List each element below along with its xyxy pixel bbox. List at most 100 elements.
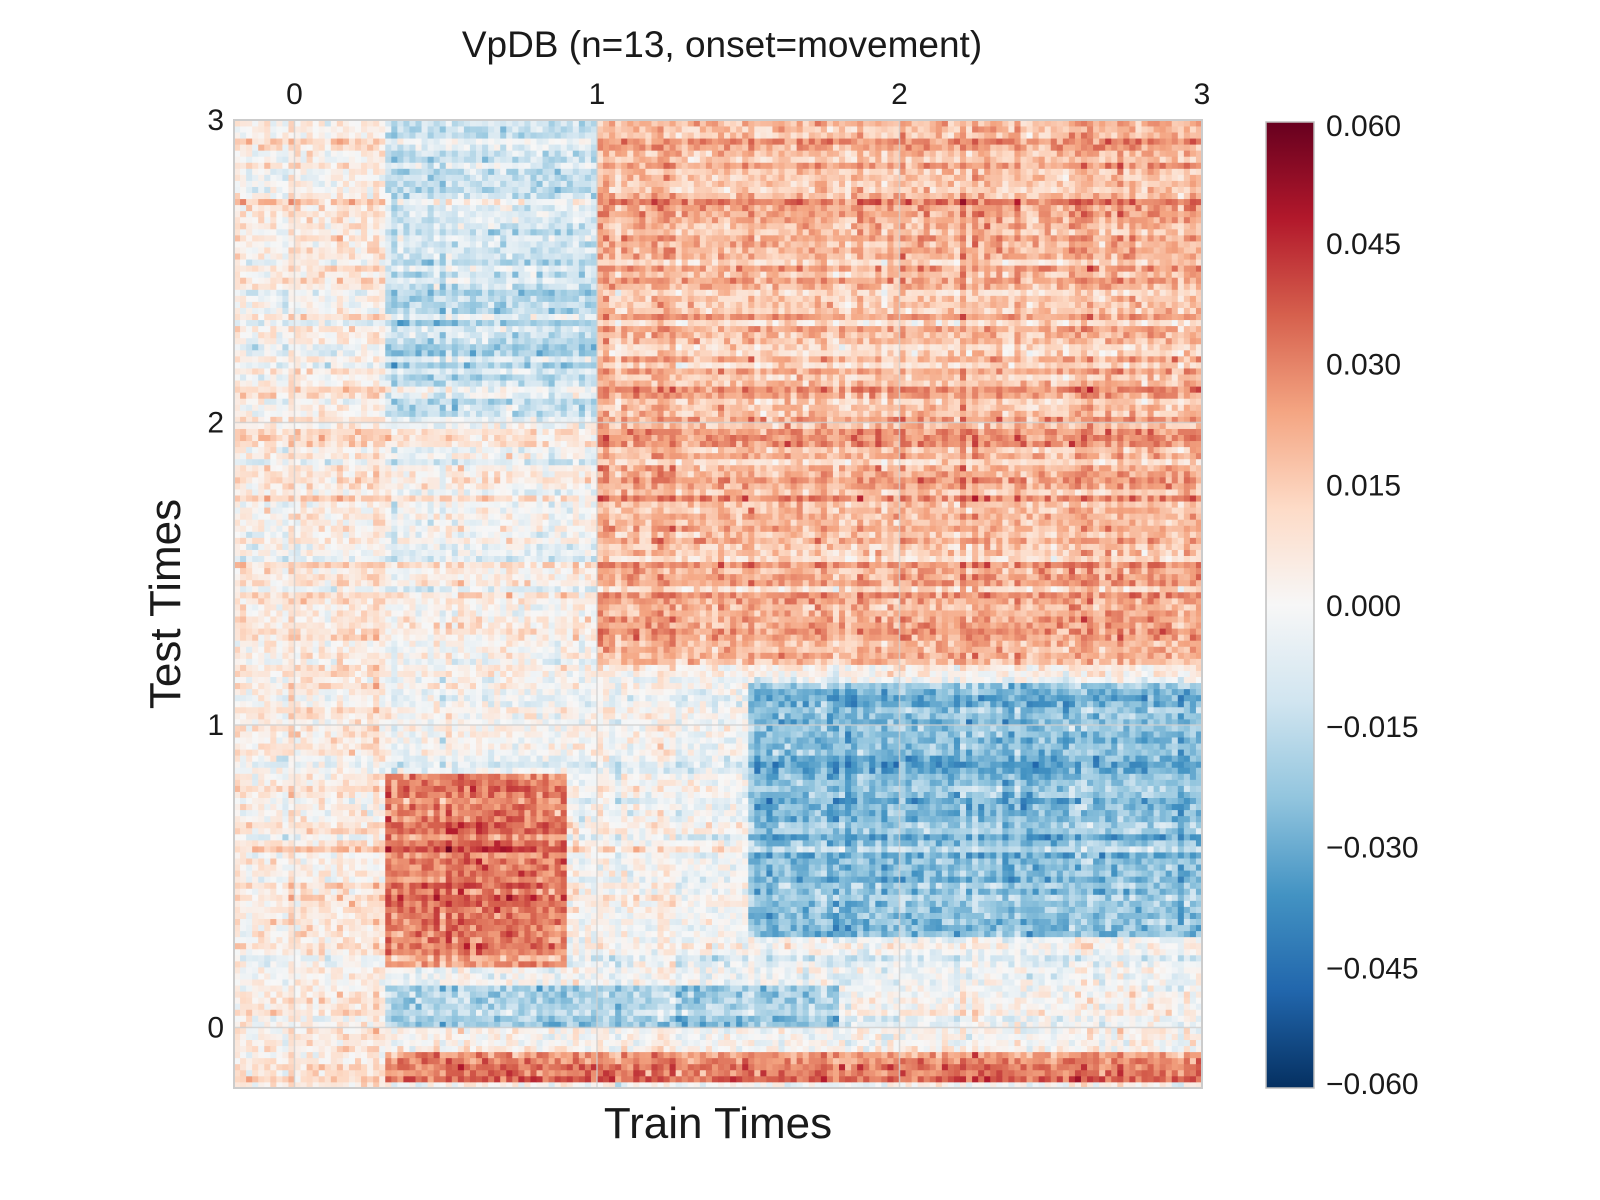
- heatmap-cell: [440, 937, 446, 943]
- heatmap-cell: [688, 1009, 694, 1015]
- heatmap-cell: [845, 1034, 851, 1040]
- heatmap-cell: [748, 925, 754, 931]
- heatmap-cell: [863, 1028, 869, 1034]
- heatmap-cell: [742, 949, 748, 955]
- heatmap-cell: [470, 943, 476, 949]
- heatmap-cell: [1178, 907, 1184, 913]
- heatmap-cell: [900, 1034, 906, 1040]
- heatmap-cell: [252, 894, 258, 900]
- heatmap-cell: [476, 1028, 482, 1034]
- heatmap-cell: [385, 967, 391, 973]
- heatmap-cell: [1123, 913, 1129, 919]
- heatmap-cell: [718, 1076, 724, 1082]
- heatmap-cell: [240, 1028, 246, 1034]
- heatmap-cell: [307, 967, 313, 973]
- heatmap-cell: [561, 925, 567, 931]
- heatmap-cell: [1135, 1064, 1141, 1070]
- heatmap-cell: [815, 955, 821, 961]
- heatmap-cell: [718, 1003, 724, 1009]
- heatmap-cell: [270, 931, 276, 937]
- heatmap-cell: [627, 1064, 633, 1070]
- heatmap-cell: [301, 1046, 307, 1052]
- heatmap-cell: [682, 1028, 688, 1034]
- heatmap-cell: [851, 907, 857, 913]
- heatmap-cell: [270, 907, 276, 913]
- heatmap-cell: [416, 913, 422, 919]
- heatmap-cell: [579, 937, 585, 943]
- heatmap-cell: [555, 1058, 561, 1064]
- heatmap-cell: [960, 1064, 966, 1070]
- heatmap-cell: [881, 1040, 887, 1046]
- heatmap-cell: [724, 1009, 730, 1015]
- heatmap-cell: [724, 979, 730, 985]
- heatmap-cell: [301, 1064, 307, 1070]
- heatmap-cell: [512, 1076, 518, 1082]
- heatmap-cell: [258, 991, 264, 997]
- heatmap-cell: [1129, 955, 1135, 961]
- heatmap-cell: [464, 991, 470, 997]
- heatmap-cell: [276, 1003, 282, 1009]
- heatmap-cell: [518, 1076, 524, 1082]
- heatmap-cell: [639, 985, 645, 991]
- heatmap-cell: [809, 1015, 815, 1021]
- heatmap-cell: [809, 949, 815, 955]
- heatmap-cell: [791, 913, 797, 919]
- heatmap-cell: [1039, 967, 1045, 973]
- heatmap-cell: [833, 985, 839, 991]
- heatmap-cell: [458, 1040, 464, 1046]
- heatmap-cell: [240, 1070, 246, 1076]
- heatmap-cell: [658, 955, 664, 961]
- heatmap-cell: [1033, 1058, 1039, 1064]
- heatmap-cell: [1057, 1076, 1063, 1082]
- heatmap-cell: [355, 1076, 361, 1082]
- heatmap-cell: [785, 985, 791, 991]
- heatmap-cell: [954, 1046, 960, 1052]
- heatmap-cell: [379, 991, 385, 997]
- heatmap-cell: [391, 973, 397, 979]
- heatmap-cell: [1154, 1052, 1160, 1058]
- heatmap-cell: [1075, 1058, 1081, 1064]
- heatmap-cell: [887, 973, 893, 979]
- heatmap-cell: [307, 1076, 313, 1082]
- heatmap-cell: [488, 913, 494, 919]
- heatmap-cell: [627, 900, 633, 906]
- heatmap-cell: [736, 997, 742, 1003]
- heatmap-cell: [954, 997, 960, 1003]
- heatmap-cell: [295, 907, 301, 913]
- heatmap-cell: [530, 1003, 536, 1009]
- heatmap-cell: [918, 1046, 924, 1052]
- heatmap-cell: [337, 943, 343, 949]
- heatmap-cell: [1002, 1040, 1008, 1046]
- heatmap-cell: [900, 979, 906, 985]
- heatmap-cell: [488, 955, 494, 961]
- heatmap-cell: [1087, 1064, 1093, 1070]
- heatmap-cell: [797, 925, 803, 931]
- heatmap-cell: [452, 997, 458, 1003]
- heatmap-cell: [1129, 1028, 1135, 1034]
- heatmap-cell: [1087, 1015, 1093, 1021]
- heatmap-cell: [1014, 937, 1020, 943]
- heatmap-cell: [1105, 1015, 1111, 1021]
- heatmap-cell: [416, 955, 422, 961]
- heatmap-cell: [428, 985, 434, 991]
- heatmap-cell: [875, 931, 881, 937]
- heatmap-cell: [700, 1009, 706, 1015]
- heatmap-cell: [246, 925, 252, 931]
- heatmap-cell: [506, 1009, 512, 1015]
- heatmap-cell: [906, 1028, 912, 1034]
- heatmap-cell: [282, 1009, 288, 1015]
- heatmap-cell: [512, 1070, 518, 1076]
- heatmap-cell: [1057, 961, 1063, 967]
- heatmap-cell: [1075, 943, 1081, 949]
- heatmap-cell: [458, 1058, 464, 1064]
- heatmap-cell: [724, 1015, 730, 1021]
- heatmap-cell: [579, 967, 585, 973]
- heatmap-cell: [730, 931, 736, 937]
- heatmap-cell: [403, 1009, 409, 1015]
- heatmap-cell: [821, 1028, 827, 1034]
- heatmap-cell: [373, 894, 379, 900]
- heatmap-cell: [1027, 979, 1033, 985]
- heatmap-cell: [670, 1009, 676, 1015]
- heatmap-cell: [1057, 1040, 1063, 1046]
- heatmap-cell: [264, 997, 270, 1003]
